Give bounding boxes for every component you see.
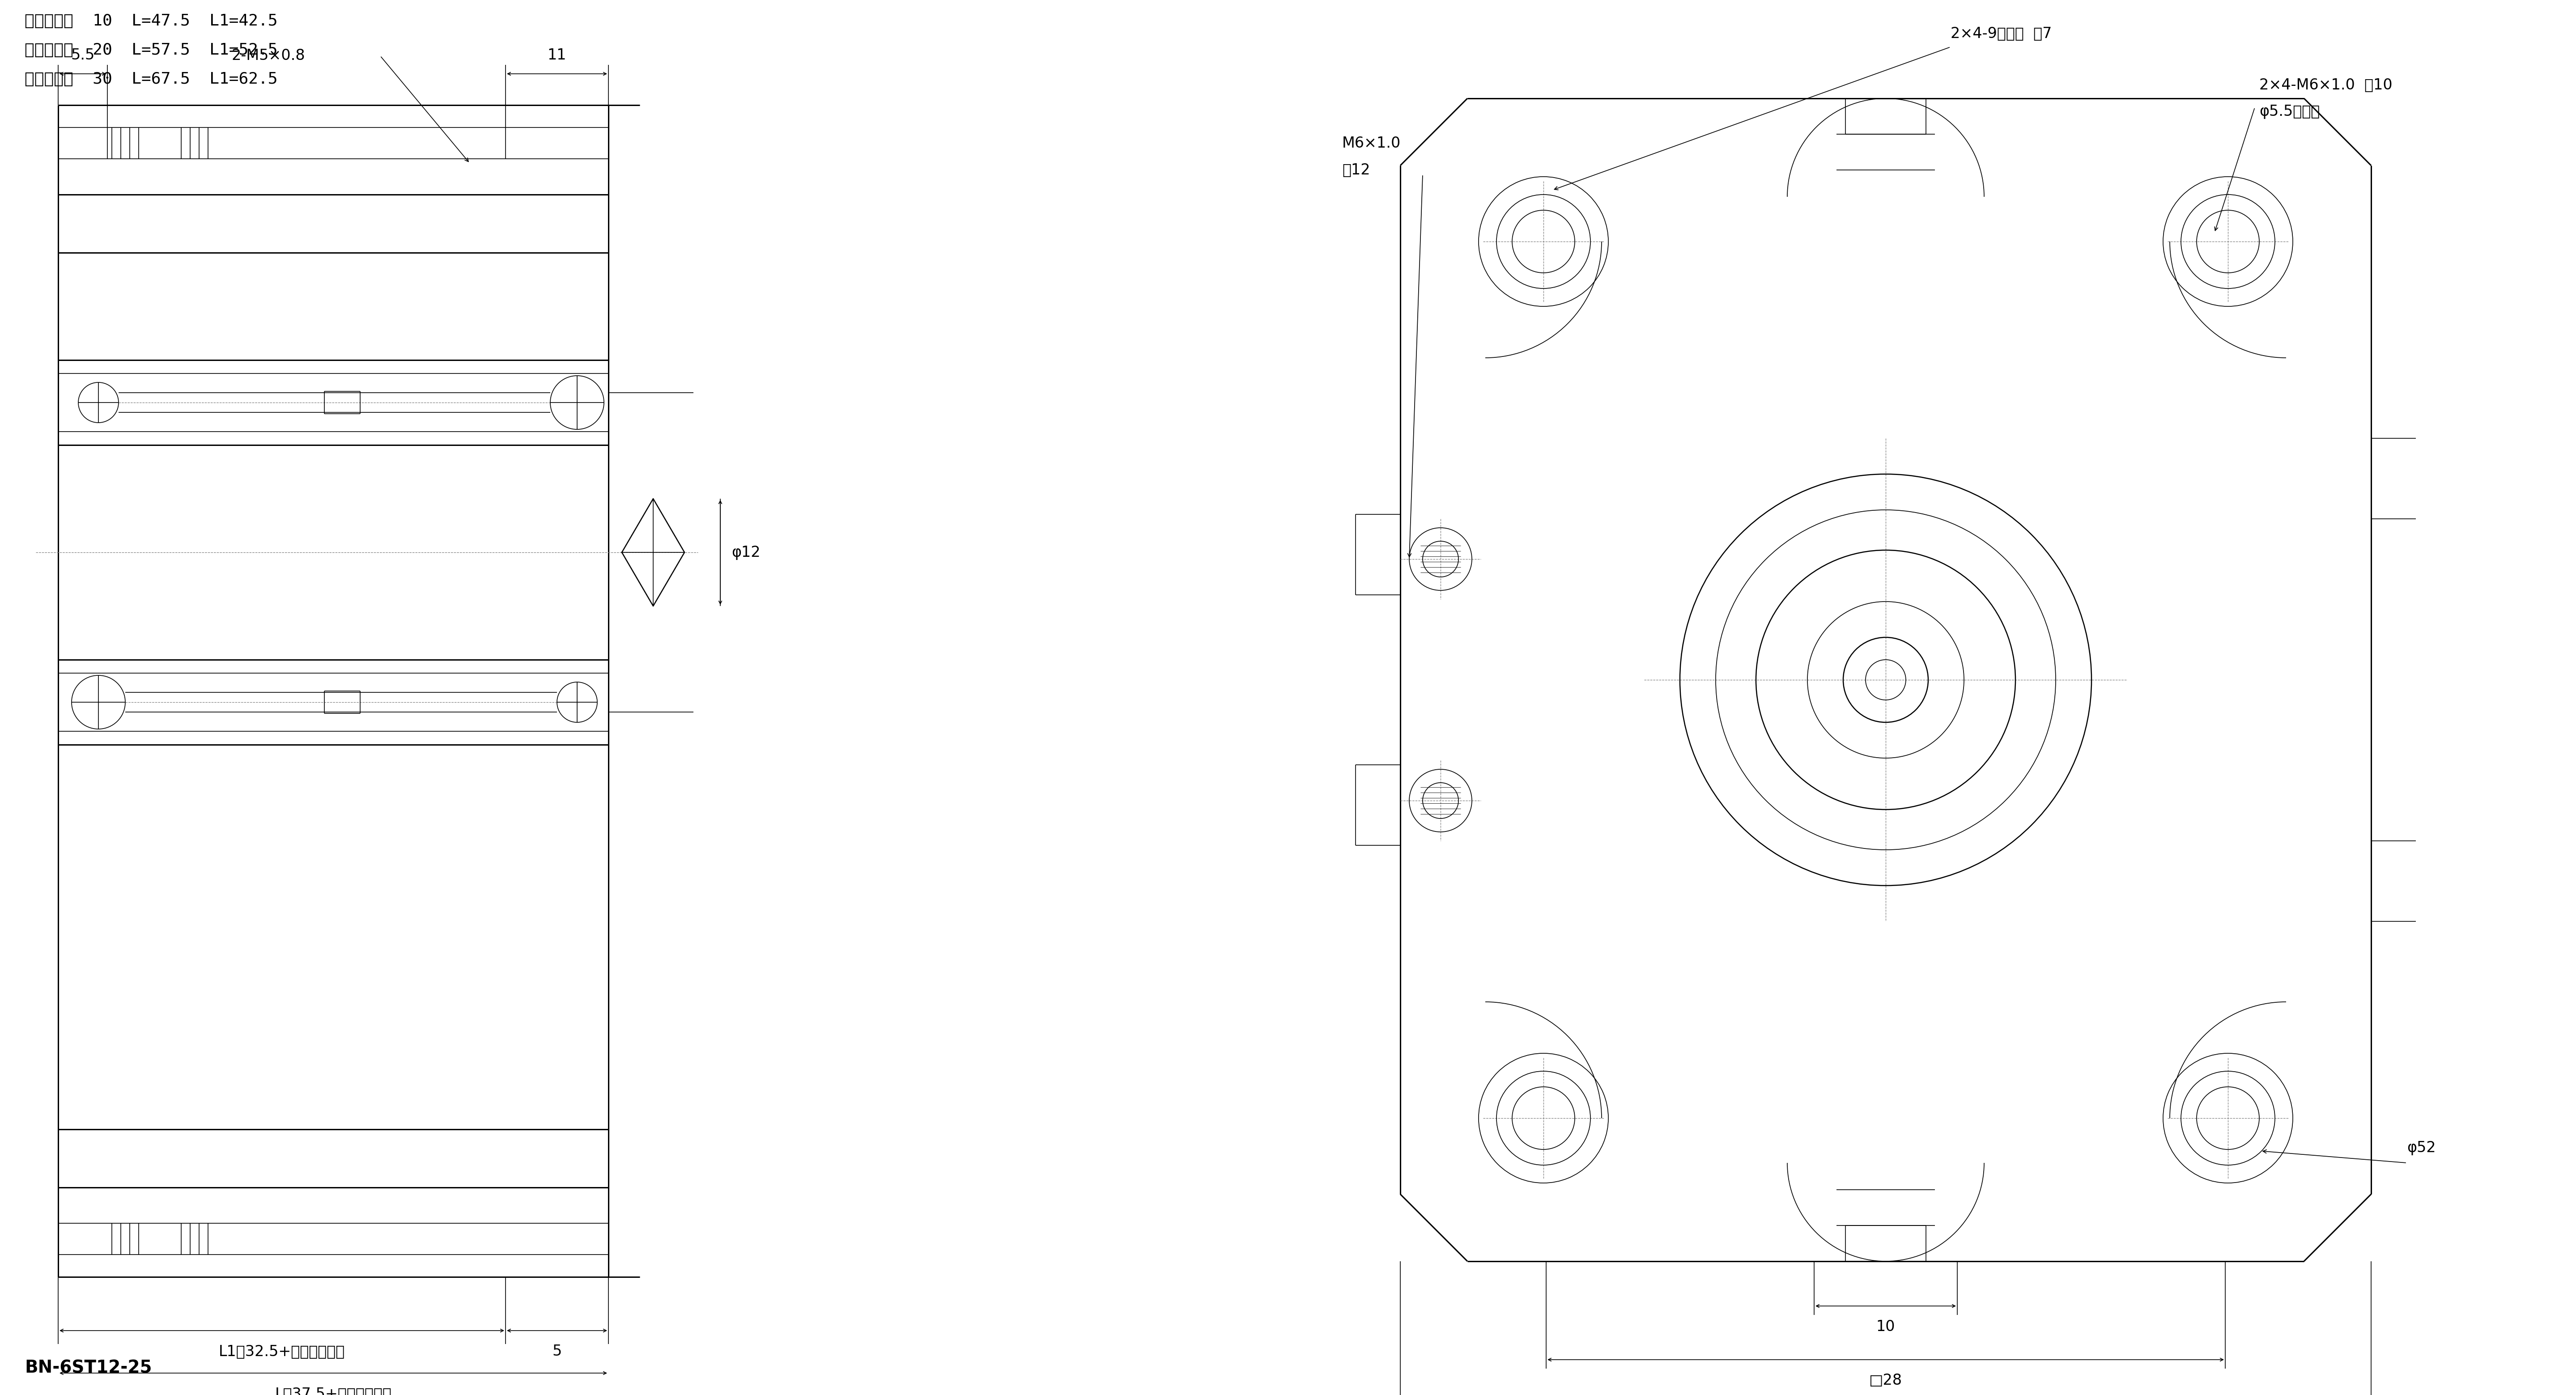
Text: 2-M5×0.8: 2-M5×0.8 (232, 49, 304, 63)
Text: L（37.5+ストローク）: L（37.5+ストローク） (276, 1387, 392, 1395)
Text: φ12: φ12 (732, 545, 760, 559)
Text: 5.5: 5.5 (72, 47, 95, 63)
Text: L1（32.5+ストローク）: L1（32.5+ストローク） (219, 1343, 345, 1359)
Text: BN-6ST12-25: BN-6ST12-25 (26, 1360, 152, 1377)
Text: ストローク  10  L=47.5  L1=42.5: ストローク 10 L=47.5 L1=42.5 (26, 14, 278, 29)
Text: □28: □28 (1870, 1373, 1901, 1388)
Text: 10: 10 (1875, 1320, 1896, 1334)
Text: 2×4-9座グリ  深7: 2×4-9座グリ 深7 (1950, 27, 2053, 40)
Text: ストローク  30  L=67.5  L1=62.5: ストローク 30 L=67.5 L1=62.5 (26, 71, 278, 86)
Text: φ52: φ52 (2406, 1141, 2437, 1155)
Text: 深12: 深12 (1342, 163, 1370, 177)
Text: 11: 11 (549, 47, 567, 63)
Text: ストローク  20  L=57.5  L1=52.5: ストローク 20 L=57.5 L1=52.5 (26, 42, 278, 57)
Text: 5: 5 (551, 1343, 562, 1359)
Text: φ5.5穴貫通: φ5.5穴貫通 (2259, 105, 2321, 119)
Text: 2×4-M6×1.0  深10: 2×4-M6×1.0 深10 (2259, 78, 2393, 92)
Text: M6×1.0: M6×1.0 (1342, 135, 1401, 151)
